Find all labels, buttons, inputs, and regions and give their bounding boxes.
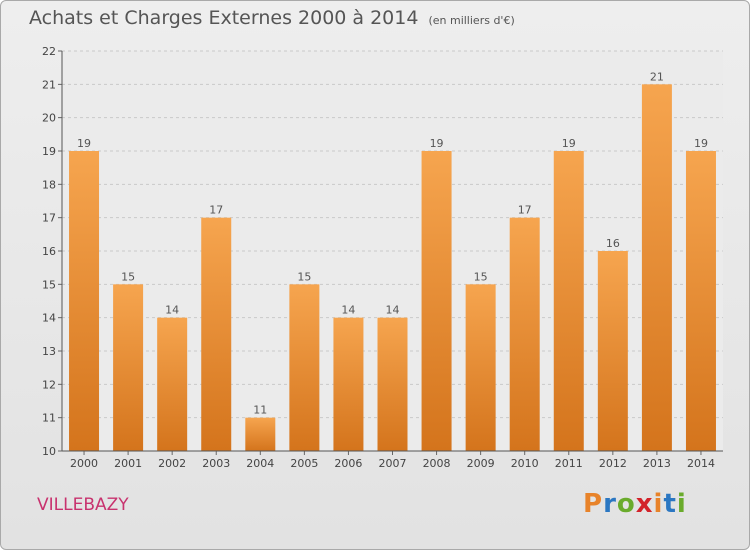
commune-name: VILLEBAZY: [37, 495, 129, 515]
bar-value-label: 11: [253, 404, 267, 417]
bar-value-label: 14: [165, 304, 179, 317]
y-tick-label: 16: [42, 245, 56, 258]
bar: [113, 284, 144, 451]
bar-value-label: 21: [650, 70, 664, 83]
bar-value-label: 15: [297, 270, 311, 283]
y-tick-label: 12: [42, 378, 56, 391]
bar: [289, 284, 320, 451]
x-tick-label: 2012: [599, 457, 627, 470]
bar-value-label: 19: [430, 137, 444, 150]
bar-value-label: 14: [341, 304, 355, 317]
x-tick-label: 2008: [423, 457, 451, 470]
bar: [641, 84, 672, 451]
x-tick-label: 2004: [246, 457, 274, 470]
x-tick-label: 2014: [687, 457, 715, 470]
bar: [377, 317, 408, 451]
proxiti-logo: Proxiti: [583, 489, 687, 519]
bar: [157, 317, 188, 451]
y-tick-label: 15: [42, 278, 56, 291]
logo-letter: x: [635, 489, 654, 519]
bar: [465, 284, 496, 451]
bar-value-label: 16: [606, 237, 620, 250]
x-tick-label: 2006: [334, 457, 362, 470]
logo-letter: i: [676, 489, 687, 519]
y-tick-label: 13: [42, 345, 56, 358]
x-tick-label: 2002: [158, 457, 186, 470]
bar: [685, 151, 716, 451]
chart-title-block: Achats et Charges Externes 2000 à 2014 (e…: [29, 7, 515, 29]
x-tick-label: 2000: [70, 457, 98, 470]
x-tick-label: 2003: [202, 457, 230, 470]
y-tick-label: 10: [42, 445, 56, 458]
x-tick-label: 2010: [511, 457, 539, 470]
bar-value-label: 14: [386, 304, 400, 317]
bar-value-label: 19: [562, 137, 576, 150]
bar: [69, 151, 100, 451]
bar-value-label: 17: [209, 204, 223, 217]
bar-value-label: 17: [518, 204, 532, 217]
logo-letter: P: [583, 489, 604, 519]
y-tick-label: 11: [42, 412, 56, 425]
chart-unit: (en milliers d'€): [428, 14, 515, 27]
bar: [245, 417, 276, 451]
x-tick-label: 2013: [643, 457, 671, 470]
x-tick-label: 2007: [379, 457, 407, 470]
bar-value-label: 19: [77, 137, 91, 150]
bar: [597, 251, 628, 451]
bar: [553, 151, 584, 451]
bar-value-label: 15: [474, 270, 488, 283]
bar-value-label: 15: [121, 270, 135, 283]
bar: [509, 217, 540, 451]
logo-letter: r: [603, 489, 617, 519]
x-tick-label: 2009: [467, 457, 495, 470]
bar: [421, 151, 452, 451]
y-tick-label: 22: [42, 45, 56, 58]
y-tick-label: 17: [42, 212, 56, 225]
y-tick-label: 21: [42, 78, 56, 91]
chart-title: Achats et Charges Externes 2000 à 2014: [29, 7, 419, 29]
bar: [333, 317, 364, 451]
y-tick-label: 20: [42, 112, 56, 125]
x-tick-label: 2001: [114, 457, 142, 470]
x-tick-label: 2005: [290, 457, 318, 470]
logo-letter: i: [653, 489, 664, 519]
y-tick-label: 19: [42, 145, 56, 158]
x-tick-label: 2011: [555, 457, 583, 470]
bar-value-label: 19: [694, 137, 708, 150]
logo-letter: t: [663, 489, 677, 519]
y-tick-label: 14: [42, 312, 56, 325]
bars: 19 15 14 17 11 15 14 14 19 15 17 19 16 21 19: [69, 70, 716, 451]
axes: 10 11 12 13 14 15 16 17 18 19 20 21 22 2000 2001 2002 20…: [42, 45, 723, 470]
bar: [201, 217, 232, 451]
y-tick-label: 18: [42, 178, 56, 191]
logo-letter: o: [616, 489, 636, 519]
